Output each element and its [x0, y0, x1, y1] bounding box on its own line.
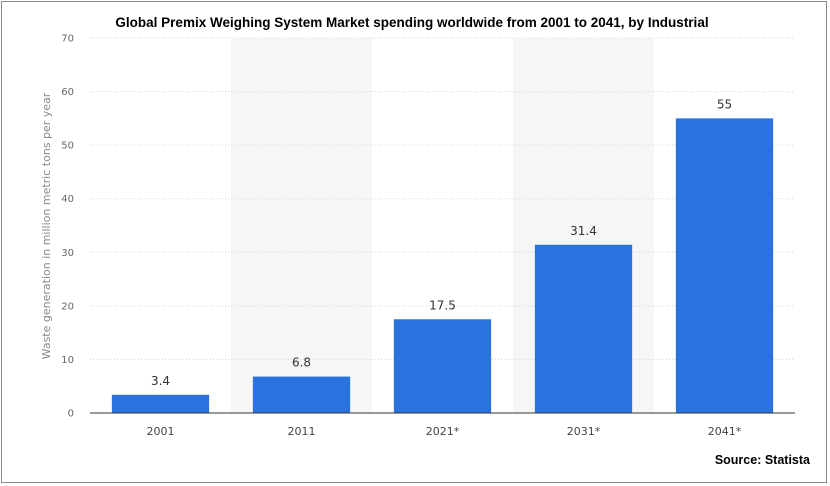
y-tick-label: 50 — [61, 141, 74, 152]
data-label: 17.5 — [429, 298, 456, 312]
x-tick-label: 2021* — [426, 425, 460, 438]
data-label: 3.4 — [151, 374, 170, 388]
x-axis-ticks: 2001 2011 2021* 2031* 2041* — [147, 425, 742, 438]
y-tick-label: 20 — [61, 301, 74, 312]
y-tick-label: 30 — [61, 248, 74, 259]
bar — [111, 394, 210, 413]
bar — [675, 118, 774, 413]
data-label: 6.8 — [292, 356, 311, 370]
bar — [252, 376, 351, 413]
y-tick-label: 10 — [61, 355, 74, 366]
data-label: 31.4 — [570, 224, 597, 238]
gridlines — [90, 37, 795, 360]
data-labels: 3.4 6.8 17.5 31.4 55 — [151, 97, 732, 387]
data-label: 55 — [717, 97, 732, 111]
bar — [534, 244, 633, 413]
column-band — [231, 38, 372, 413]
chart-title: Global Premix Weighing System Market spe… — [115, 15, 708, 30]
bars — [111, 118, 774, 413]
y-tick-label: 40 — [61, 194, 74, 205]
x-tick-label: 2001 — [147, 425, 175, 438]
bar — [393, 319, 492, 413]
x-tick-label: 2011 — [288, 425, 316, 438]
y-axis-ticks: 0 10 20 30 40 50 60 70 — [61, 34, 74, 420]
x-tick-label: 2041* — [708, 425, 742, 438]
y-tick-label: 60 — [61, 87, 74, 98]
y-tick-label: 70 — [61, 34, 74, 45]
x-tick-label: 2031* — [567, 425, 601, 438]
y-tick-label: 0 — [68, 409, 74, 420]
source-note: Source: Statista — [715, 453, 811, 467]
y-axis-label: Waste generation in million metric tons … — [40, 92, 53, 359]
